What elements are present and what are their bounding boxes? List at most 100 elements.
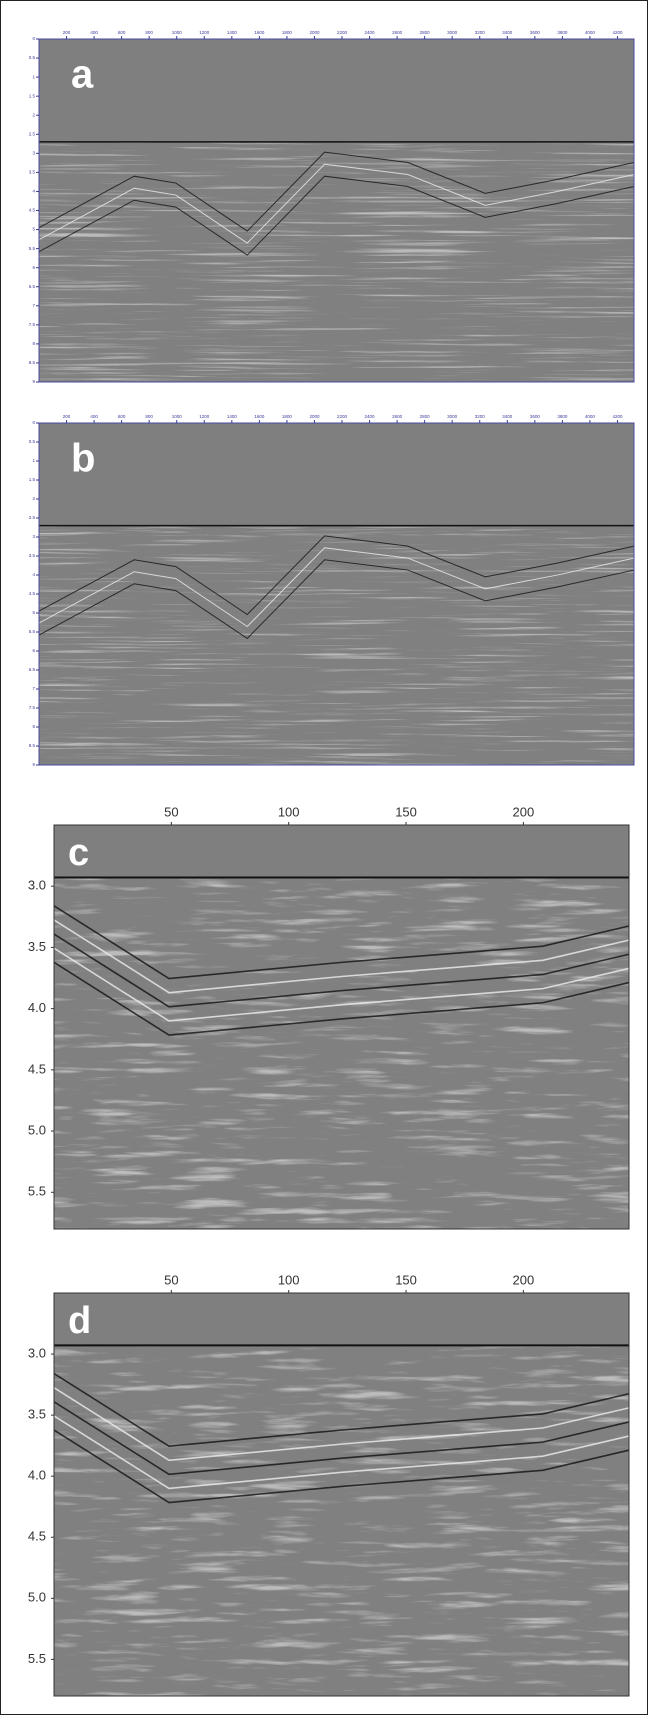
y-tick-label: 0 bbox=[32, 36, 35, 41]
x-tick-label: 50 bbox=[164, 804, 178, 819]
x-tick-label: 2400 bbox=[365, 30, 376, 35]
water-column bbox=[54, 1293, 629, 1346]
reflector bbox=[53, 919, 630, 994]
x-tick-label: 200 bbox=[63, 414, 71, 419]
x-tick-label: 400 bbox=[90, 30, 98, 35]
y-tick-label: 4.5 bbox=[28, 1061, 46, 1076]
x-tick-label: 3800 bbox=[557, 414, 568, 419]
water-column bbox=[39, 423, 634, 526]
reflector bbox=[53, 905, 630, 980]
y-tick-label: 5.0 bbox=[28, 1122, 46, 1137]
x-tick-label: 1200 bbox=[199, 30, 210, 35]
y-tick-label: 0.5 bbox=[29, 439, 36, 444]
y-tick-label: 5.5 bbox=[28, 1184, 46, 1199]
x-tick-label: 4000 bbox=[585, 30, 596, 35]
y-tick-label: 6 bbox=[32, 648, 35, 653]
x-tick-label: 3400 bbox=[502, 30, 513, 35]
x-tick-label: 200 bbox=[63, 30, 71, 35]
y-tick-label: 9 bbox=[32, 762, 35, 767]
reflector bbox=[53, 933, 630, 1008]
y-tick-label: 3.5 bbox=[29, 170, 36, 175]
reflector bbox=[38, 163, 635, 244]
y-tick-label: 3.5 bbox=[28, 1407, 46, 1422]
x-tick-label: 3200 bbox=[475, 414, 486, 419]
y-tick-label: 7.5 bbox=[29, 322, 36, 327]
x-tick-label: 150 bbox=[395, 804, 417, 819]
water-column bbox=[54, 825, 629, 878]
y-tick-label: 3.0 bbox=[28, 878, 46, 893]
x-tick-label: 1400 bbox=[227, 414, 238, 419]
x-tick-label: 1600 bbox=[254, 30, 265, 35]
x-tick-label: 1800 bbox=[282, 414, 293, 419]
panel-border bbox=[53, 824, 630, 1230]
x-tick-label: 400 bbox=[90, 414, 98, 419]
y-tick-label: 4.5 bbox=[29, 591, 36, 596]
y-tick-label: 1 bbox=[32, 74, 35, 79]
y-tick-label: 1.5 bbox=[29, 477, 36, 482]
reflector bbox=[53, 1387, 630, 1462]
y-tick-label: 6 bbox=[32, 265, 35, 270]
y-tick-label: 5.0 bbox=[28, 1590, 46, 1605]
y-tick-label: 7 bbox=[32, 686, 35, 691]
x-tick-label: 2200 bbox=[337, 30, 348, 35]
x-tick-label: 600 bbox=[118, 30, 126, 35]
y-tick-label: 5.5 bbox=[29, 629, 36, 634]
reflector bbox=[38, 151, 635, 232]
panel-border bbox=[53, 1292, 630, 1697]
x-tick-label: 1000 bbox=[172, 414, 183, 419]
x-tick-label: 3000 bbox=[447, 30, 458, 35]
seismic-texture bbox=[54, 1293, 629, 1696]
x-tick-label: 1000 bbox=[172, 30, 183, 35]
y-tick-label: 8 bbox=[32, 724, 35, 729]
x-tick-label: 100 bbox=[278, 1272, 300, 1287]
y-tick-label: 2.5 bbox=[29, 515, 36, 520]
y-tick-label: 4.5 bbox=[29, 208, 36, 213]
seismic-texture bbox=[54, 825, 629, 1229]
x-tick-label: 3000 bbox=[447, 414, 458, 419]
y-tick-label: 7 bbox=[32, 303, 35, 308]
y-tick-label: 2 bbox=[32, 496, 35, 501]
y-tick-label: 1.5 bbox=[29, 93, 36, 98]
x-tick-label: 3400 bbox=[502, 414, 513, 419]
x-tick-label: 2800 bbox=[420, 30, 431, 35]
y-tick-label: 7.5 bbox=[29, 705, 36, 710]
y-tick-label: 5 bbox=[32, 610, 35, 615]
x-tick-label: 2200 bbox=[337, 414, 348, 419]
x-tick-label: 2400 bbox=[365, 414, 376, 419]
y-tick-label: 5.5 bbox=[29, 246, 36, 251]
panel-label: a bbox=[71, 53, 94, 97]
x-tick-label: 2600 bbox=[392, 30, 403, 35]
y-tick-label: 0.5 bbox=[29, 55, 36, 60]
x-tick-label: 4200 bbox=[612, 414, 623, 419]
y-tick-label: 3.0 bbox=[28, 1345, 46, 1360]
x-tick-label: 100 bbox=[278, 804, 300, 819]
x-tick-label: 1400 bbox=[227, 30, 238, 35]
x-tick-label: 3200 bbox=[475, 30, 486, 35]
y-tick-label: 9 bbox=[32, 379, 35, 384]
x-tick-label: 200 bbox=[513, 804, 535, 819]
panel-label: d bbox=[68, 1300, 91, 1342]
panel-label: c bbox=[68, 832, 89, 874]
y-tick-label: 2.5 bbox=[29, 131, 36, 136]
y-tick-label: 8.5 bbox=[29, 743, 36, 748]
x-tick-label: 2600 bbox=[392, 414, 403, 419]
x-tick-label: 150 bbox=[395, 1272, 417, 1287]
x-tick-label: 4000 bbox=[585, 414, 596, 419]
x-tick-label: 3600 bbox=[530, 414, 541, 419]
reflector bbox=[53, 947, 630, 1022]
y-tick-label: 2 bbox=[32, 112, 35, 117]
reflector bbox=[53, 1429, 630, 1504]
x-tick-label: 1800 bbox=[282, 30, 293, 35]
x-tick-label: 3600 bbox=[530, 30, 541, 35]
y-tick-label: 4.0 bbox=[28, 1468, 46, 1483]
y-tick-label: 5 bbox=[32, 227, 35, 232]
x-tick-label: 4200 bbox=[612, 30, 623, 35]
x-tick-label: 2000 bbox=[309, 30, 320, 35]
x-tick-label: 2800 bbox=[420, 414, 431, 419]
y-tick-label: 4.5 bbox=[28, 1529, 46, 1544]
x-tick-label: 2000 bbox=[309, 414, 320, 419]
x-tick-label: 3800 bbox=[557, 30, 568, 35]
x-tick-label: 1600 bbox=[254, 414, 265, 419]
y-tick-label: 8 bbox=[32, 341, 35, 346]
